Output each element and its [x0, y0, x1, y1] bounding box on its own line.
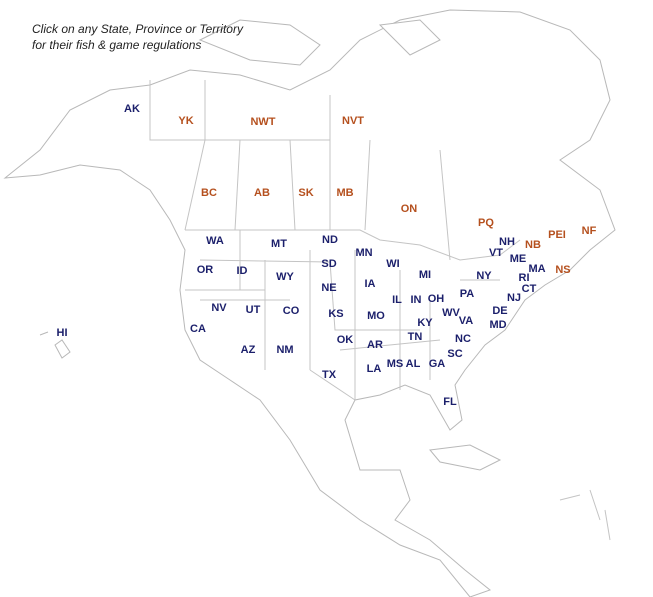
- province-link[interactable]: NF: [582, 225, 597, 237]
- province-link[interactable]: PQ: [478, 217, 494, 229]
- state-link[interactable]: HI: [57, 327, 68, 339]
- state-link[interactable]: IL: [392, 294, 402, 306]
- state-link[interactable]: UT: [246, 304, 261, 316]
- state-link[interactable]: GA: [429, 358, 446, 370]
- state-link[interactable]: TX: [322, 369, 337, 381]
- state-link[interactable]: MD: [489, 319, 506, 331]
- state-link[interactable]: VA: [459, 315, 474, 327]
- state-link[interactable]: MS: [387, 358, 404, 370]
- province-link[interactable]: NB: [525, 239, 541, 251]
- state-link[interactable]: ME: [510, 253, 527, 265]
- state-link[interactable]: NV: [211, 302, 227, 314]
- province-link[interactable]: BC: [201, 187, 217, 199]
- state-link[interactable]: NC: [455, 333, 471, 345]
- province-link[interactable]: NS: [555, 264, 570, 276]
- state-link[interactable]: KY: [417, 317, 433, 329]
- state-link[interactable]: WV: [442, 307, 460, 319]
- state-link[interactable]: NY: [476, 270, 492, 282]
- map-outline: [3, 9, 616, 597]
- state-link[interactable]: OR: [197, 264, 214, 276]
- state-link[interactable]: NE: [321, 282, 336, 294]
- state-link[interactable]: WA: [206, 235, 224, 247]
- state-link[interactable]: KS: [328, 308, 343, 320]
- state-link[interactable]: CA: [190, 323, 206, 335]
- province-link[interactable]: NWT: [250, 116, 275, 128]
- state-link[interactable]: MT: [271, 238, 287, 250]
- state-link[interactable]: LA: [367, 363, 382, 375]
- instruction: for their fish & game regulations: [32, 38, 201, 52]
- state-link[interactable]: ND: [322, 234, 338, 246]
- province-link[interactable]: AB: [254, 187, 270, 199]
- state-link[interactable]: AL: [406, 358, 421, 370]
- state-link[interactable]: MI: [419, 269, 431, 281]
- state-link[interactable]: AK: [124, 103, 140, 115]
- province-link[interactable]: MB: [336, 187, 353, 199]
- state-link[interactable]: NJ: [507, 292, 521, 304]
- state-link[interactable]: CT: [522, 283, 537, 295]
- state-link[interactable]: DE: [492, 305, 507, 317]
- state-link[interactable]: SC: [447, 348, 462, 360]
- instruction: Click on any State, Province or Territor…: [32, 22, 244, 36]
- state-link[interactable]: WY: [276, 271, 294, 283]
- state-link[interactable]: FL: [443, 396, 457, 408]
- province-link[interactable]: SK: [298, 187, 313, 199]
- state-link[interactable]: VT: [489, 247, 503, 259]
- state-link[interactable]: AR: [367, 339, 383, 351]
- province-link[interactable]: YK: [178, 115, 193, 127]
- state-link[interactable]: TN: [408, 331, 423, 343]
- province-link[interactable]: NVT: [342, 115, 364, 127]
- state-link[interactable]: AZ: [241, 344, 256, 356]
- province-link[interactable]: PEI: [548, 229, 566, 241]
- state-link[interactable]: MO: [367, 310, 385, 322]
- state-link[interactable]: NM: [276, 344, 293, 356]
- state-link[interactable]: OK: [337, 334, 354, 346]
- state-link[interactable]: NH: [499, 236, 515, 248]
- province-link[interactable]: ON: [401, 203, 418, 215]
- state-link[interactable]: ID: [237, 265, 248, 277]
- state-link[interactable]: OH: [428, 293, 445, 305]
- state-link[interactable]: MA: [528, 263, 545, 275]
- state-link[interactable]: CO: [283, 305, 300, 317]
- state-link[interactable]: IA: [365, 278, 376, 290]
- state-link[interactable]: RI: [519, 272, 530, 284]
- state-link[interactable]: WI: [386, 258, 399, 270]
- state-link[interactable]: SD: [321, 258, 336, 270]
- state-link[interactable]: IN: [411, 294, 422, 306]
- state-link[interactable]: PA: [460, 288, 475, 300]
- state-link[interactable]: MN: [355, 247, 372, 259]
